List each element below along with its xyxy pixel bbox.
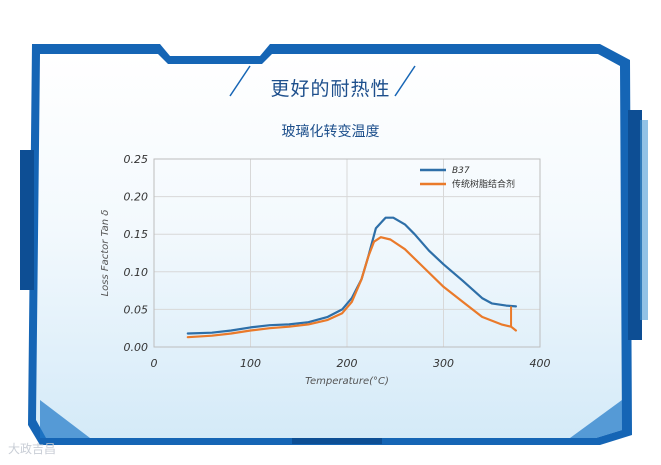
inner-panel xyxy=(36,54,622,438)
frame-side-right xyxy=(628,110,642,340)
y-tick-label: 0.10 xyxy=(124,266,149,279)
series-line-1 xyxy=(186,216,517,335)
frame-side-left xyxy=(20,150,34,290)
watermark: 大政吉昌 xyxy=(8,442,57,456)
x-tick-label: 400 xyxy=(530,357,551,370)
title-slash-right xyxy=(394,65,416,97)
plot-area xyxy=(153,158,541,348)
y-tick-label: 0.00 xyxy=(124,341,149,354)
series-line-2 xyxy=(186,236,517,339)
y-tick-label: 0.05 xyxy=(124,303,149,316)
page-title: 更好的耐热性 xyxy=(270,78,391,100)
legend-label-2: 传统树脂结合剂 xyxy=(452,178,515,190)
title-slash-left xyxy=(229,65,251,97)
y-tick-label: 0.15 xyxy=(124,228,149,241)
chart-title: 玻璃化转变温度 xyxy=(281,124,380,140)
x-tick-label: 100 xyxy=(240,357,261,370)
chart-series xyxy=(186,216,517,339)
y-axis-label: Loss Factor Tan δ xyxy=(100,210,111,297)
x-tick-label: 300 xyxy=(433,357,454,370)
x-tick-label: 200 xyxy=(337,357,358,370)
x-tick-label: 0 xyxy=(151,357,158,370)
chart-axes xyxy=(153,158,541,348)
chart-legend: B37 传统树脂结合剂 xyxy=(420,166,515,190)
y-tick-label: 0.25 xyxy=(124,153,149,166)
legend-label-1: B37 xyxy=(452,166,470,176)
chart-ticks: 0.00 0.05 0.10 0.15 0.20 0.25 0 100 200 300 400 xyxy=(124,153,551,370)
y-tick-label: 0.20 xyxy=(124,191,149,204)
x-axis-label: Temperature(°C) xyxy=(305,376,389,387)
